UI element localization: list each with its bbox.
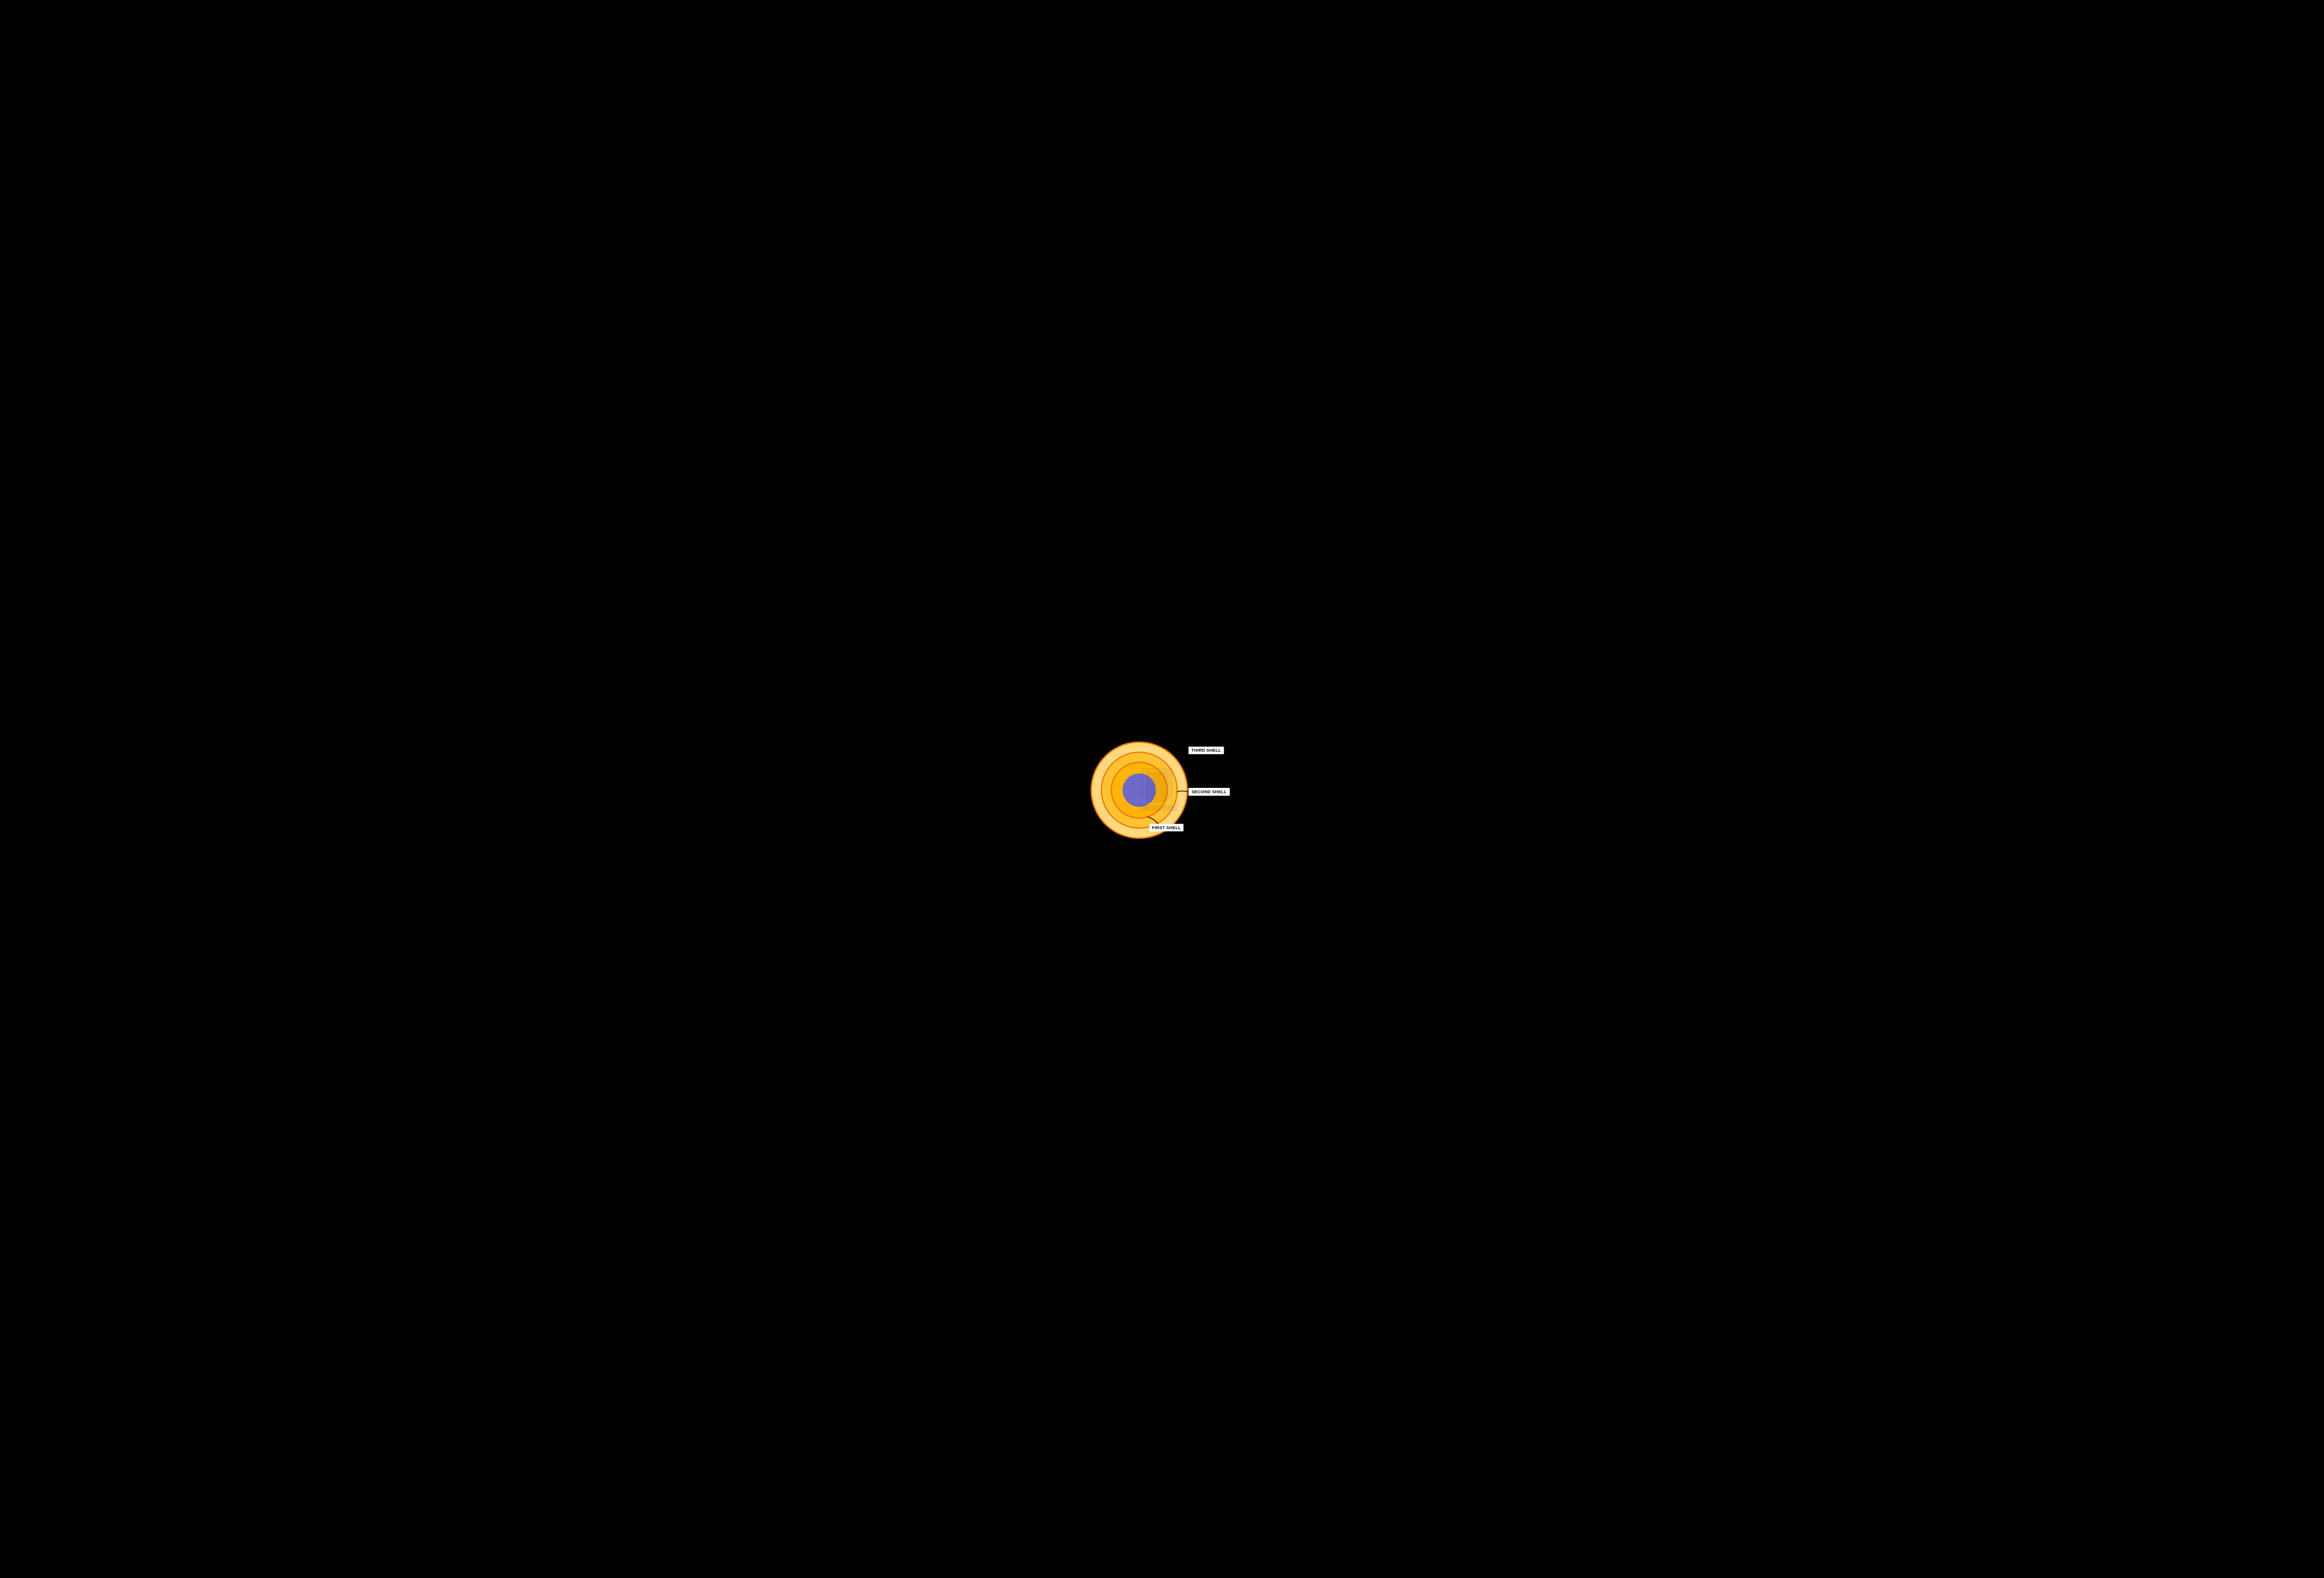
second-label-text: SECOND SHELL (1191, 789, 1226, 794)
first-label-text: FIRST SHELL (1152, 825, 1181, 830)
third-label-text: THIRD SHELL (1191, 748, 1221, 753)
shells-group (1091, 742, 1187, 838)
first-label-box: FIRST SHELL (1149, 824, 1183, 831)
second-label-box: SECOND SHELL (1188, 788, 1230, 796)
third-label-box: THIRD SHELL (1188, 746, 1224, 754)
shell-diagram: THIRD SHELL SECOND SHELL FIRST SHELL (1079, 733, 1246, 846)
